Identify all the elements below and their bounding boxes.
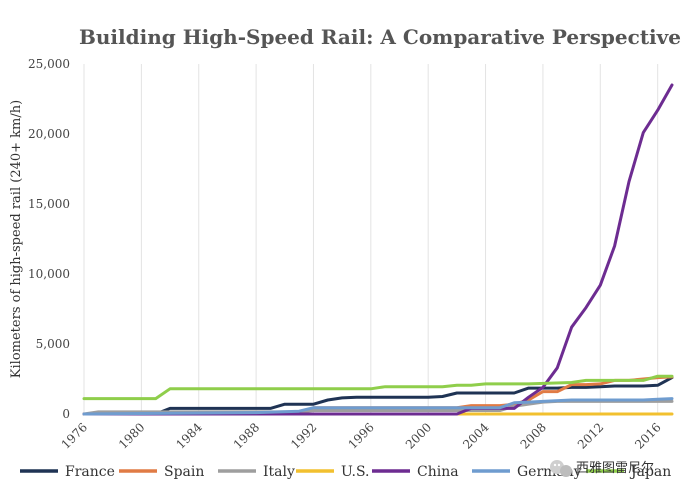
legend-label-china: China xyxy=(417,464,459,480)
series-line-germany xyxy=(82,397,674,416)
watermark: 西雅图雷尼尔 xyxy=(550,460,654,477)
series-lines xyxy=(82,83,674,416)
legend-label-italy: Italy xyxy=(263,464,295,480)
series-line-france xyxy=(82,376,674,416)
y-axis-label: Kilometers of high-speed rail (240+ km/h… xyxy=(9,100,24,378)
grid xyxy=(83,64,672,415)
chart-title: Building High-Speed Rail: A Comparative … xyxy=(79,25,681,49)
watermark-text: 西雅图雷尼尔 xyxy=(576,461,654,476)
legend-label-japan: Japan xyxy=(629,464,671,480)
y-tick-label: 25,000 xyxy=(28,57,70,71)
legend: France Spain Italy U.S. China Germany Japan xyxy=(20,464,671,480)
y-tick-label: 10,000 xyxy=(28,267,70,281)
y-axis-ticks: 0 5,000 10,000 15,000 20,000 25,000 xyxy=(28,57,70,421)
legend-label-germany: Germany xyxy=(517,464,582,480)
series-line-japan xyxy=(82,374,674,401)
y-tick-label: 20,000 xyxy=(28,127,70,141)
legend-label-france: France xyxy=(65,464,115,480)
y-tick-label: 5,000 xyxy=(36,337,70,351)
legend-label-spain: Spain xyxy=(164,464,204,480)
y-tick-label: 0 xyxy=(62,407,70,421)
y-tick-label: 15,000 xyxy=(28,197,70,211)
wechat-icon xyxy=(550,460,572,477)
legend-label-us: U.S. xyxy=(341,464,370,480)
